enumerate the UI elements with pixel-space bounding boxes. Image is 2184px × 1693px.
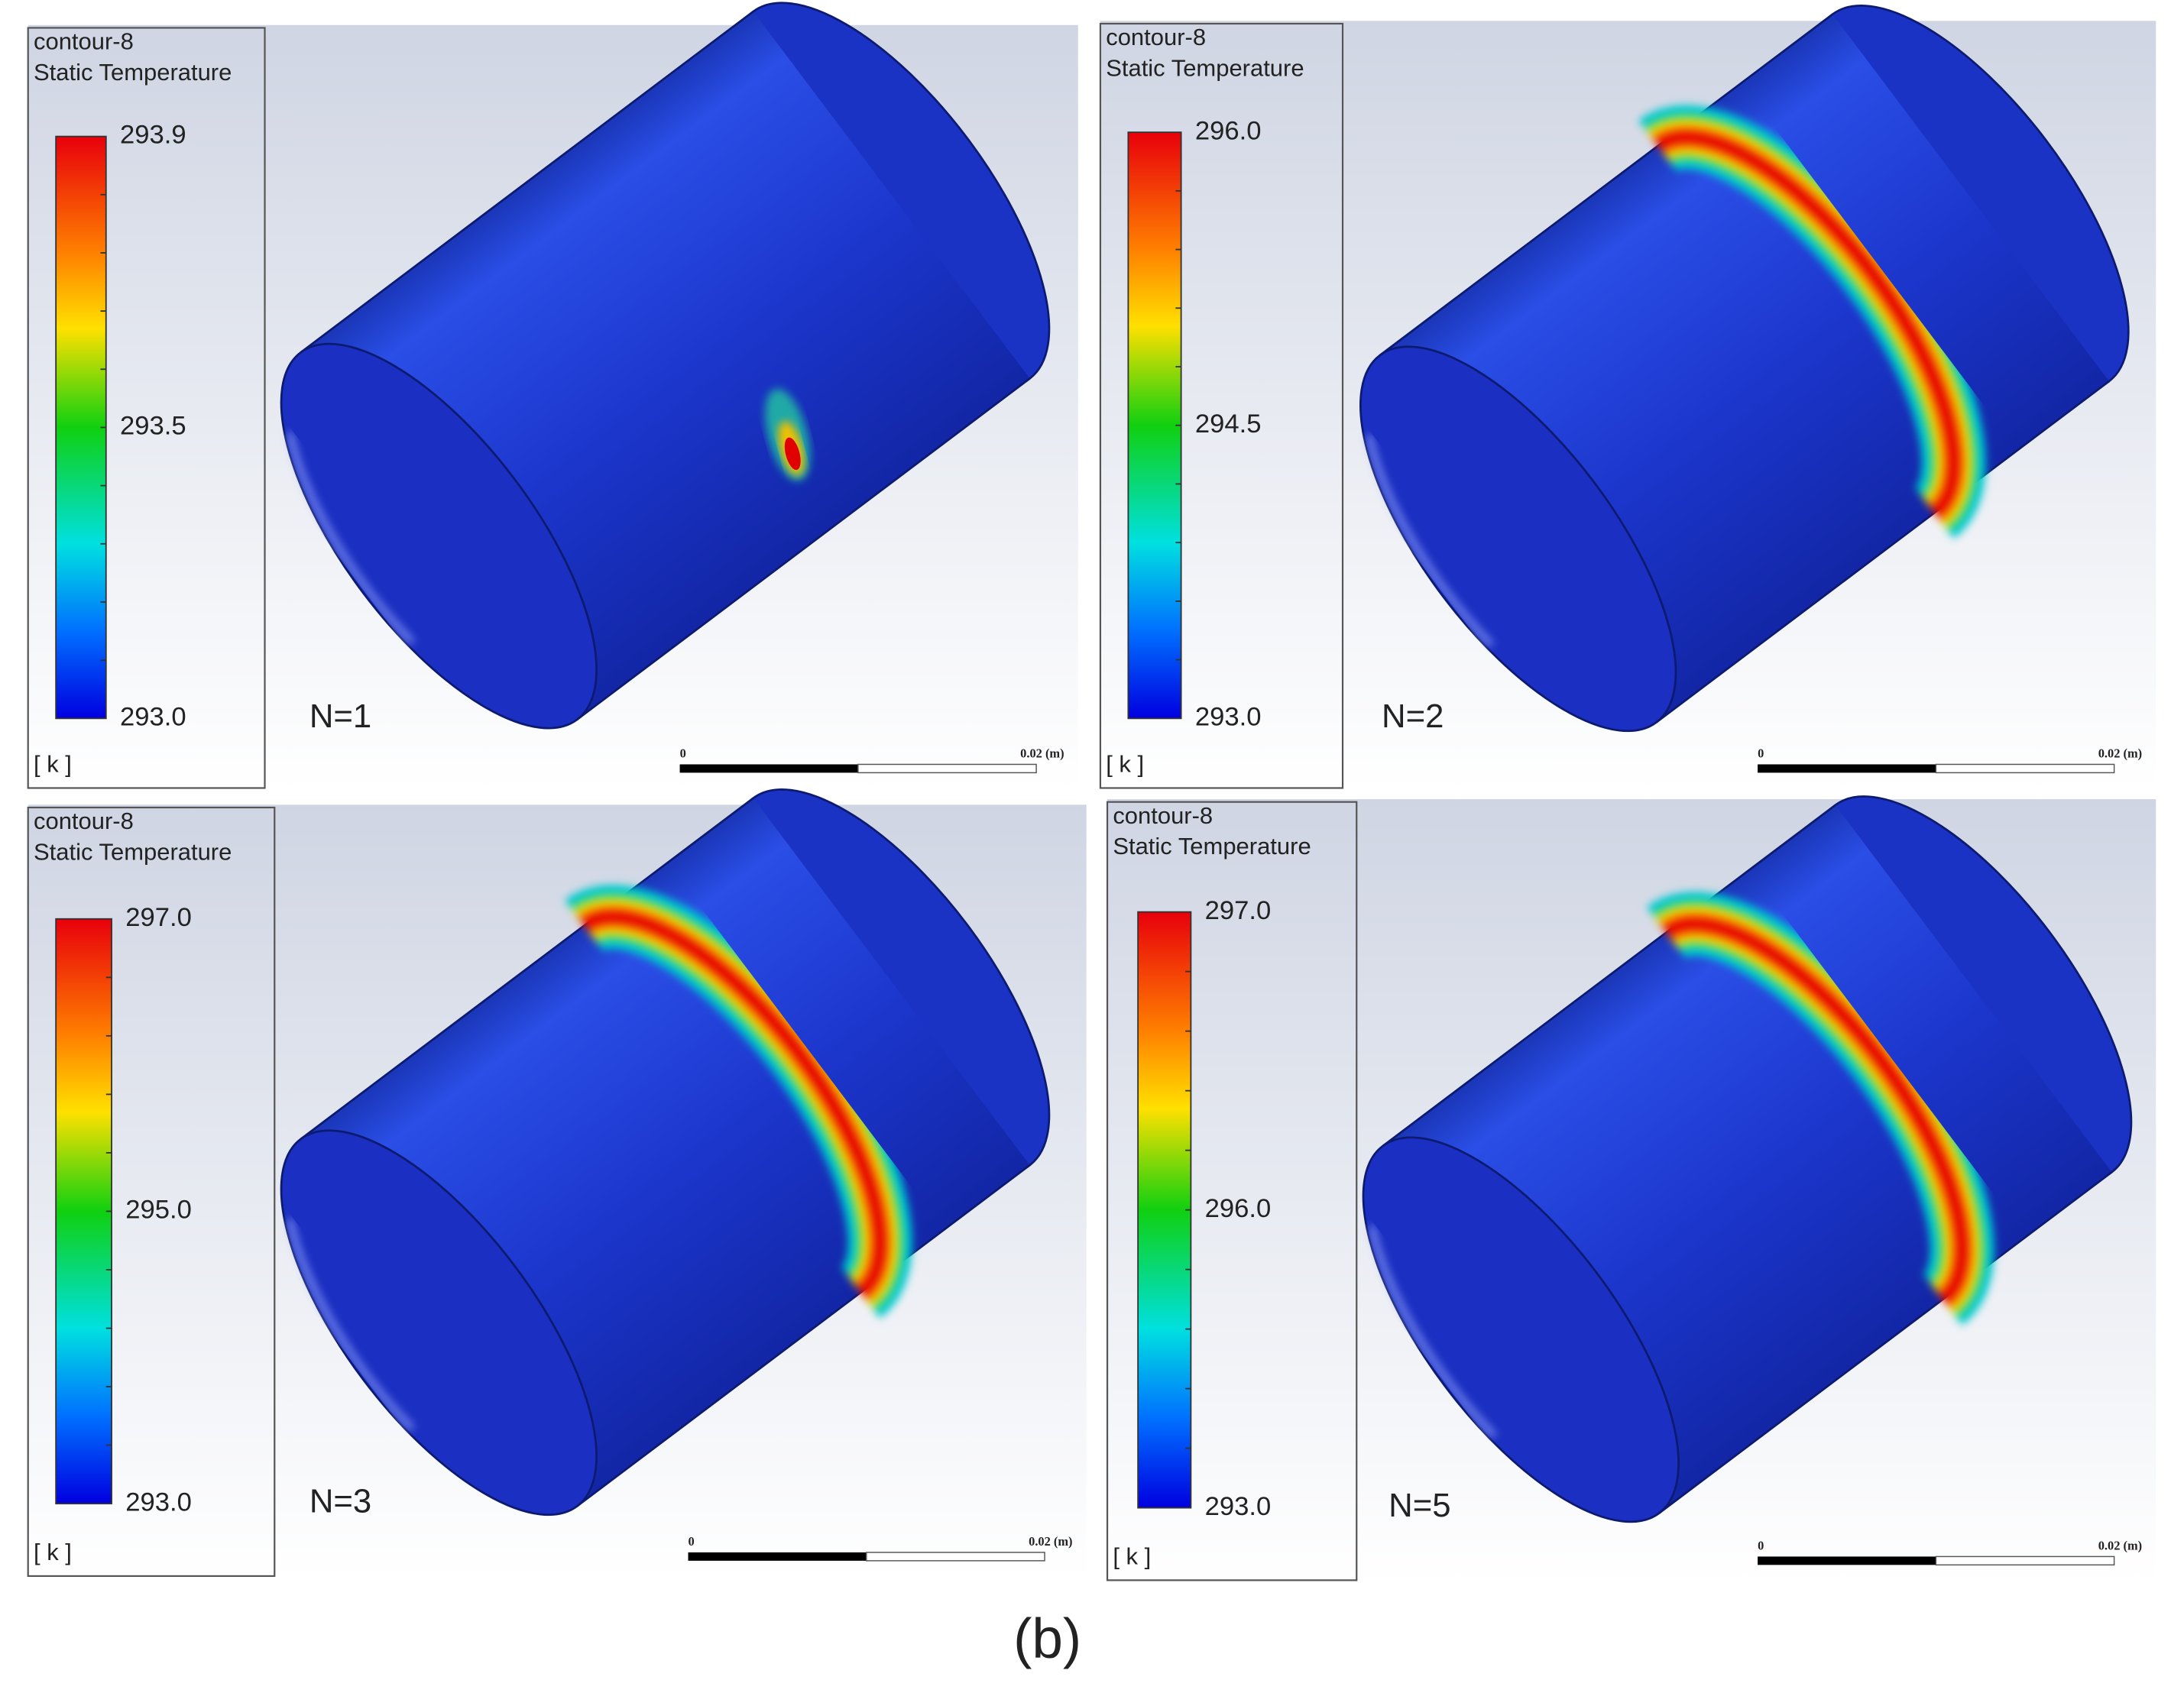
cylinder-edge [1382,804,1836,1148]
cap-highlight [1369,1225,1497,1439]
cylinder-near-cap [280,1129,598,1517]
cylinder-near-cap [280,342,598,730]
cylinder-edge [576,377,1031,720]
cap-highlight [1366,435,1494,647]
legend-name: contour-8 [34,808,134,834]
cylinder-edge [576,1164,1031,1507]
cylinder-edge [1658,1171,2113,1514]
legend-box [1106,801,1358,1581]
hot-spot-core [784,437,801,471]
colorbar-label: 293.9 [120,121,186,150]
colorbar-label: 293.0 [1205,1492,1272,1521]
colorbar [1127,131,1182,720]
caption: (b) [1013,1608,1081,1670]
scale-bar-start: 0 [1758,1538,1764,1552]
scale-bar-dark [1758,764,1936,773]
colorbar [1137,911,1192,1509]
colorbar-label: 297.0 [125,903,192,932]
cylinder-edge [300,797,754,1141]
legend-unit: [ k ] [1113,1542,1151,1569]
panel: contour-8 Static Temperature 297.0 295.0 293… [27,788,1087,1579]
cap-highlight [287,1219,415,1431]
heat-band [565,885,912,1319]
colorbar-label: 295.0 [125,1196,192,1225]
colorbar-label: 293.0 [1195,702,1262,731]
legend-box [1099,22,1344,789]
colorbar-label: 293.0 [120,702,186,731]
panel: contour-8 Static Temperature 297.0 296.0 293… [1106,795,2156,1584]
case-label: N=2 [1382,698,1444,735]
heat-band-layer [1661,915,1971,1306]
colorbar-label: 297.0 [1205,896,1272,925]
scale-bar-dark [1758,1556,1936,1565]
cylinder [1362,795,2133,1523]
scale-bar-start: 0 [680,746,686,760]
legend-variable: Static Temperature [34,838,232,865]
legend-variable: Static Temperature [34,59,232,86]
legend-unit: [ k ] [34,1539,72,1565]
cylinder [280,2,1051,730]
scale-bar-light [857,763,1037,774]
scale-bar-light [1935,763,2115,774]
scale-bar-end: 0.02 (m) [2098,746,2142,760]
colorbar-label: 293.0 [125,1487,192,1517]
cylinder-edge [1655,380,2110,723]
case-label: N=1 [309,698,371,735]
legend-variable: Static Temperature [1106,54,1304,81]
scale-bar-start: 0 [689,1534,695,1549]
case-label: N=5 [1388,1487,1450,1524]
legend-unit: [ k ] [1106,750,1144,777]
colorbar-label: 294.5 [1195,409,1262,439]
colorbar-label: 293.5 [120,412,186,441]
cap-highlight [287,432,415,645]
cylinder-edge [300,11,754,354]
legend-name: contour-8 [1113,802,1213,829]
scale-bar-end: 0.02 (m) [1029,1534,1072,1549]
case-label: N=3 [309,1483,371,1520]
colorbar-label: 296.0 [1195,116,1262,145]
legend-name: contour-8 [34,28,134,55]
legend-box [27,27,266,789]
scale-bar-end: 0.02 (m) [2098,1538,2142,1552]
scale-bar-dark [688,1552,867,1561]
heat-band [1647,892,1994,1326]
panel: contour-8 Static Temperature 293.9 293.5 293… [27,2,1078,791]
colorbar-label: 296.0 [1205,1194,1272,1223]
legend-variable: Static Temperature [1113,833,1311,859]
cylinder [1359,5,2130,733]
legend-box [27,806,276,1578]
cylinder-near-cap [1362,1136,1680,1523]
scale-bar-light [1935,1555,2115,1566]
scale-bar-light [866,1552,1045,1562]
colorbar [55,135,107,720]
scale-bar-start: 0 [1758,746,1764,760]
scale-bar-dark [679,764,858,773]
heat-band [1638,105,1986,539]
heat-band-layer [1652,128,1962,520]
legend-name: contour-8 [1106,24,1206,50]
cylinder-edge [1379,13,1833,357]
cylinder [280,788,1051,1517]
legend-unit: [ k ] [34,750,72,777]
panel: contour-8 Static Temperature 296.0 294.5 293… [1099,5,2156,791]
colorbar [55,918,112,1505]
hot-spot [765,388,811,481]
cylinder-near-cap [1359,345,1677,733]
heat-band-layer [578,908,889,1300]
scale-bar-end: 0.02 (m) [1020,746,1064,760]
